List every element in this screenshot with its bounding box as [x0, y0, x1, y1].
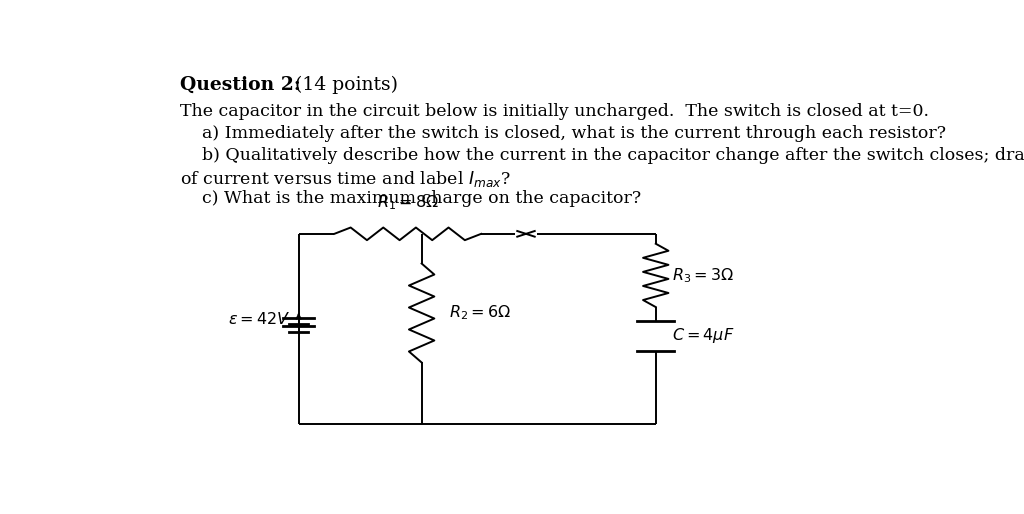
Text: c) What is the maximum charge on the capacitor?: c) What is the maximum charge on the cap…: [179, 190, 641, 207]
Text: $C = 4\mu F$: $C = 4\mu F$: [672, 326, 734, 345]
Text: Question 2:: Question 2:: [179, 76, 300, 94]
Text: a) Immediately after the switch is closed, what is the current through each resi: a) Immediately after the switch is close…: [179, 125, 945, 142]
Text: of current versus time and label $I_{max}$?: of current versus time and label $I_{max…: [179, 169, 510, 189]
Text: $R_3 = 3\Omega$: $R_3 = 3\Omega$: [672, 266, 734, 285]
Text: b) Qualitatively describe how the current in the capacitor change after the swit: b) Qualitatively describe how the curren…: [179, 147, 1024, 164]
Text: (14 points): (14 points): [283, 76, 397, 94]
Text: $R_1 = 8\Omega$: $R_1 = 8\Omega$: [377, 193, 439, 212]
Text: $R_2 = 6\Omega$: $R_2 = 6\Omega$: [450, 304, 512, 322]
Text: $\epsilon = 42V$: $\epsilon = 42V$: [228, 311, 291, 328]
Text: The capacitor in the circuit below is initially uncharged.  The switch is closed: The capacitor in the circuit below is in…: [179, 103, 929, 120]
